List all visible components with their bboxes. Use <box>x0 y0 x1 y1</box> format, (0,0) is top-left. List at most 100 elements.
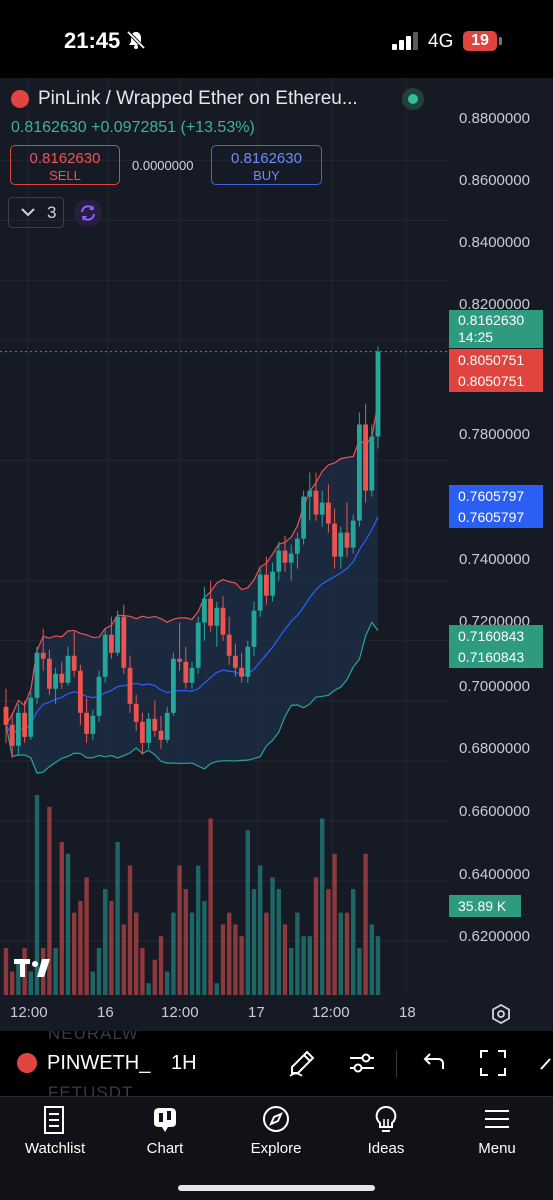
volume-bar <box>115 842 120 995</box>
volume-bar <box>332 853 337 995</box>
indicators-toggle-button[interactable]: 3 <box>8 197 64 228</box>
market-status-icon[interactable] <box>402 88 424 110</box>
candle-body <box>202 598 207 623</box>
indicators-settings-icon[interactable] <box>348 1049 376 1077</box>
candle-body <box>84 712 89 734</box>
candle-body <box>208 598 213 626</box>
last-price-label: 0.8162630 14:25 <box>449 310 543 348</box>
candle-body <box>3 706 9 725</box>
signal-icon <box>392 32 418 50</box>
tab-watchlist[interactable]: Watchlist <box>0 1097 110 1167</box>
candle-body <box>195 622 201 668</box>
time-tick: 12:00 <box>10 1004 48 1021</box>
volume-bar <box>65 853 71 995</box>
toolbar-separator <box>396 1051 397 1077</box>
volume-bar <box>233 924 238 995</box>
price-chart[interactable] <box>0 0 553 1031</box>
volume-bar <box>320 818 325 995</box>
volume-bar <box>146 983 151 995</box>
compass-icon <box>263 1106 289 1132</box>
sell-label: SELL <box>49 168 81 183</box>
home-indicator <box>178 1185 375 1191</box>
menu-icon <box>485 1110 509 1128</box>
price-tick: 0.7000000 <box>459 678 530 695</box>
price-tick: 0.6800000 <box>459 740 530 757</box>
candle-body <box>245 646 251 677</box>
tab-label: Ideas <box>367 1140 405 1157</box>
volume-bar <box>313 877 319 995</box>
tab-explore[interactable]: Explore <box>221 1097 331 1167</box>
candle-body <box>270 571 275 596</box>
candle-body <box>226 634 232 656</box>
candle-body <box>22 712 27 737</box>
volume-bar <box>214 983 219 995</box>
status-time: 21:45 <box>64 28 121 53</box>
bb-lower-label-2: 0.7160843 <box>449 646 543 668</box>
volume-bar <box>196 865 201 995</box>
price-tick: 0.7800000 <box>459 426 530 443</box>
interval-selector[interactable]: 1H <box>171 1052 197 1074</box>
candle-body <box>34 652 40 698</box>
volume-bar <box>84 877 89 995</box>
buy-button[interactable]: 0.8162630 BUY <box>211 145 322 185</box>
volume-bar <box>121 924 126 995</box>
candle-body <box>109 634 114 653</box>
candle-body <box>295 538 300 554</box>
volume-bar <box>109 900 114 995</box>
time-tick: 18 <box>399 1004 416 1021</box>
bb-upper-label-2: 0.8050751 <box>449 370 543 392</box>
change-value: +0.0972851 (+13.53%) <box>91 119 255 136</box>
candle-body <box>251 610 257 647</box>
symbol-title[interactable]: PinLink / Wrapped Ether on Ethereu... <box>38 88 358 109</box>
buy-label: BUY <box>253 168 280 183</box>
volume-bar <box>202 900 207 995</box>
candle-body <box>369 436 375 491</box>
volume-bar <box>363 853 368 995</box>
volume-bar <box>251 889 257 995</box>
candle-body <box>363 424 368 491</box>
tab-label: Chart <box>146 1140 184 1157</box>
volume-label: 35.89 K <box>449 895 521 917</box>
volume-bar <box>326 889 331 995</box>
settings-icon[interactable] <box>491 1004 511 1024</box>
candle-body <box>16 712 21 746</box>
candle-body <box>127 667 133 704</box>
tab-menu[interactable]: Menu <box>442 1097 552 1167</box>
candle-body <box>158 730 164 740</box>
price-tick: 0.8200000 <box>459 296 530 313</box>
sell-price: 0.8162630 <box>29 150 101 167</box>
network-type: 4G <box>428 31 454 52</box>
time-tick: 17 <box>248 1004 265 1021</box>
volume-bar <box>344 912 350 995</box>
drawing-tools-icon[interactable] <box>288 1049 316 1077</box>
tab-ideas[interactable]: Ideas <box>331 1097 441 1167</box>
bollinger-lower-line <box>5 621 379 774</box>
candle-body <box>183 661 189 683</box>
volume-bar <box>369 924 374 995</box>
candle-body <box>164 712 170 740</box>
candle-body <box>115 616 120 653</box>
symbol-selector[interactable]: PINWETH_ <box>47 1052 151 1074</box>
indicators-count: 3 <box>47 203 57 222</box>
volume-bar <box>357 947 362 995</box>
candle-body <box>140 721 145 743</box>
volume-bar <box>307 936 312 995</box>
tradingview-logo-icon <box>14 959 50 977</box>
volume-bar <box>276 889 281 995</box>
time-tick: 12:00 <box>312 1004 350 1021</box>
refresh-button[interactable] <box>74 199 102 227</box>
fullscreen-icon[interactable] <box>479 1049 507 1077</box>
sell-button[interactable]: 0.8162630 SELL <box>10 145 120 185</box>
spread-value: 0.0000000 <box>132 158 194 173</box>
undo-icon[interactable] <box>420 1049 446 1077</box>
tab-chart[interactable]: Chart <box>110 1097 220 1167</box>
volume-bar <box>34 795 40 995</box>
more-chevron-icon[interactable] <box>540 1049 553 1077</box>
volume-bar <box>245 830 250 995</box>
candle-body <box>152 718 158 731</box>
volume-bar <box>227 912 232 995</box>
candle-body <box>78 670 83 713</box>
candle-body <box>220 607 226 635</box>
lightbulb-icon <box>375 1105 397 1132</box>
volume-bar <box>10 971 15 995</box>
